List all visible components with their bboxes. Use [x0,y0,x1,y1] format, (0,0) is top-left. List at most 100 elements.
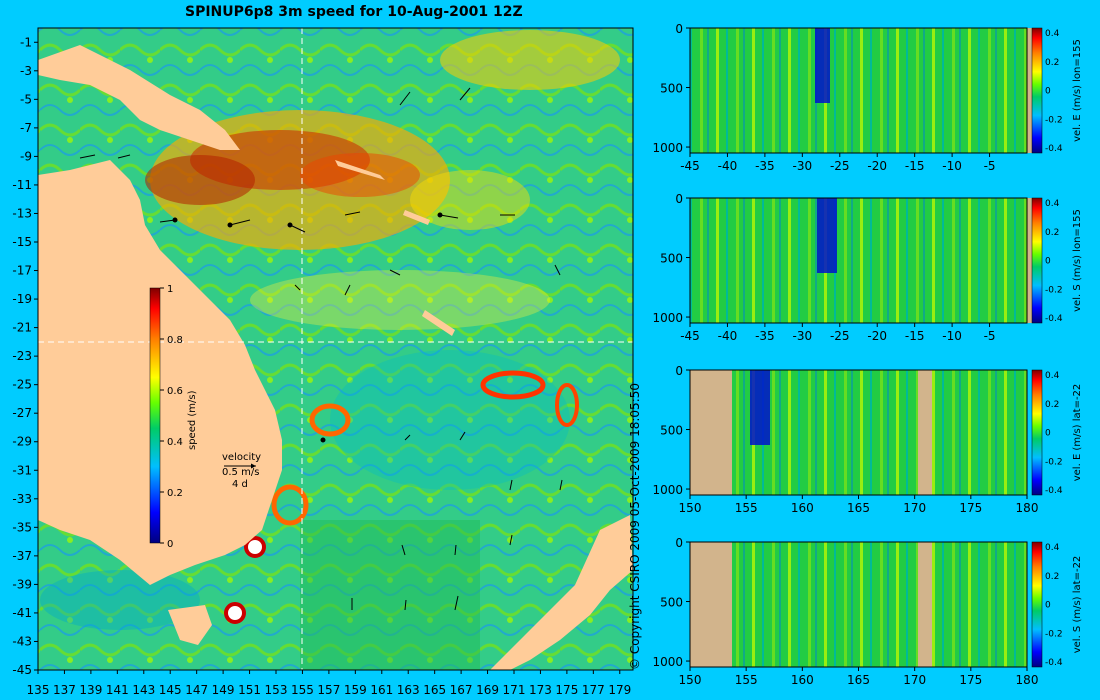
section-x-tick-label: -15 [905,329,925,343]
section-colorbar-label: vel. S (m/s) lon=155 [1072,209,1083,312]
section-colorbar-tick-label: 0 [1045,601,1051,611]
map-x-tick-label: 137 [53,683,76,697]
land-new-caledonia [422,310,455,336]
speed-colorbar-tick-label: 0.2 [167,488,183,499]
map-x-tick-label: 155 [291,683,314,697]
speed-colorbar-tick-label: 0.4 [167,437,183,448]
speed-colorbar-ticks: 0 0.2 0.4 0.6 0.8 1 [160,284,183,550]
section-field [690,198,1027,323]
map-y-tick-label: -31 [12,463,32,477]
section-y-tick-label: 500 [660,82,683,96]
section-colorbar [1031,27,1043,154]
section-x-tick-label: -5 [984,329,996,343]
map-y-tick-label: -3 [20,64,32,78]
section-x-tick-label: 165 [847,673,870,687]
section-colorbar-tick-label: 0 [1045,429,1051,439]
section-y-tick-label: 0 [675,192,683,206]
section-land [690,370,732,495]
section-x-tick-label: -20 [867,159,887,173]
map-x-tick-label: 161 [370,683,393,697]
section-x-tick-label: 175 [959,501,982,515]
speed-colorbar [149,287,161,544]
section-field [690,28,1027,153]
speed-colorbar-label: speed (m/s) [187,390,198,450]
section-colorbar [1031,541,1043,668]
map-y-tick-label: -33 [12,492,32,506]
section-x-tick-label: 155 [735,501,758,515]
chart-title: SPINUP6p8 3m speed for 10-Aug-2001 12Z [185,4,523,20]
section-x-tick-label: 180 [1016,673,1039,687]
section-x-tick-label: -10 [942,329,962,343]
map-x-tick-label: 165 [423,683,446,697]
section-colorbar [1031,197,1043,324]
section-y-tick-label: 1000 [652,311,683,325]
velocity-key-scale: 0.5 m/s [222,467,259,478]
section-y-tick-label: 1000 [652,655,683,669]
section-x-tick-label: -40 [718,329,738,343]
section-x-tick-label: -25 [830,159,850,173]
map-x-tick-label: 163 [397,683,420,697]
section-x-tick-label: 150 [679,673,702,687]
map-y-tick-label: -11 [12,178,32,192]
map-y-tick-label: -23 [12,349,32,363]
section-x-tick-label: -20 [867,329,887,343]
map-x-tick-label: 157 [317,683,340,697]
speed-colorbar-tick-label: 0.6 [167,386,183,397]
map-x-tick-label: 141 [106,683,129,697]
section-field [690,542,1027,667]
velocity-key-time: 4 d [232,479,248,490]
section-colorbar-tick-label: 0.2 [1045,58,1059,68]
section-colorbar-tick-label: 0.2 [1045,572,1059,582]
section-x-tick-label: 170 [903,501,926,515]
map-y-tick-label: -29 [12,435,32,449]
map-field [38,28,633,670]
map-y-tick-label: -27 [12,406,32,420]
section-4: 150 155 160 165 170 175 180 0 500 1000 0.4 0.2 0 -0.2… [652,536,1083,687]
section-x-tick-label: -35 [755,159,775,173]
velocity-key-title: velocity [222,452,261,463]
section-colorbar-tick-label: 0.4 [1045,543,1060,553]
section-x-tick-label: 180 [1016,501,1039,515]
section-x-tick-label: 175 [959,673,982,687]
map-x-tick-label: 143 [132,683,155,697]
map-y-tick-label: -13 [12,206,32,220]
map-y-tick-label: -39 [12,577,32,591]
section-y-tick-label: 0 [675,364,683,378]
map-x-tick-label: 179 [608,683,631,697]
map-x-tick-label: 171 [503,683,526,697]
speed-colorbar-tick-label: 0.8 [167,335,183,346]
land-new-guinea [38,45,240,150]
map-x-tick-label: 173 [529,683,552,697]
map-y-tick-label: -5 [20,92,32,106]
section-colorbar-tick-label: -0.4 [1045,314,1063,324]
section-x-tick-label: 150 [679,501,702,515]
section-y-tick-label: 500 [660,424,683,438]
section-y-tick-label: 0 [675,22,683,36]
map-x-tick-label: 149 [212,683,235,697]
section-land [690,542,732,667]
map-y-tick-label: -7 [20,121,32,135]
map-y-tick-label: -43 [12,634,32,648]
section-colorbar-tick-label: 0.2 [1045,228,1059,238]
section-land [918,542,932,667]
map-y-tick-label: -1 [20,35,32,49]
section-1: -45 -40 -35 -30 -25 -20 -15 -10 -5 0 500 1000 0.4 0.2… [652,22,1083,173]
map-x-tick-label: 175 [555,683,578,697]
map-x-tick-label: 169 [476,683,499,697]
section-x-tick-label: -45 [680,159,700,173]
map-x-tick-label: 147 [185,683,208,697]
section-x-tick-label: -30 [793,329,813,343]
section-x-tick-label: -40 [718,159,738,173]
map-y-tick-label: -45 [12,663,32,677]
map-y-tick-label: -9 [20,149,32,163]
section-x-tick-label: -45 [680,329,700,343]
section-x-tick-label: 160 [791,673,814,687]
section-y-tick-label: 1000 [652,141,683,155]
map-y-tick-label: -37 [12,549,32,563]
section-x-tick-label: -5 [984,159,996,173]
section-colorbar-tick-label: -0.2 [1045,285,1063,295]
map-x-tick-label: 145 [159,683,182,697]
section-field [690,370,1027,495]
section-x-tick-label: 165 [847,501,870,515]
section-colorbar-tick-label: 0.4 [1045,199,1060,209]
